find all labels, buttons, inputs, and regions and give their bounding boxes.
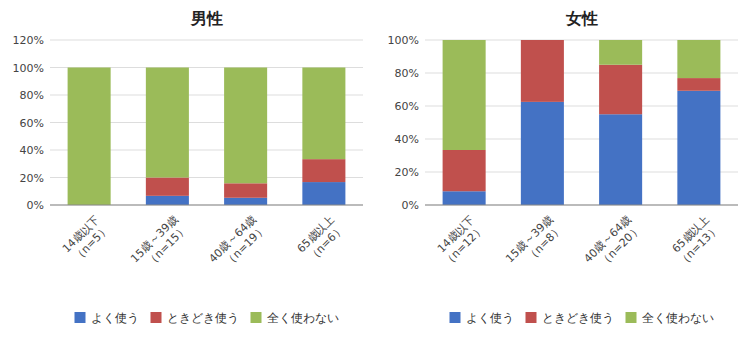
bar-segment	[677, 91, 720, 205]
y-tick-label: 120%	[13, 34, 44, 47]
bar-segment	[599, 65, 642, 115]
x-axis-line	[425, 205, 738, 206]
bar-segment	[443, 150, 486, 191]
y-tick-label: 20%	[395, 166, 419, 179]
bar-segment	[521, 40, 564, 41]
bar-segment	[443, 191, 486, 205]
chart-canvas: 男性 0% 20% 40% 60% 80% 100% 120% 14歳以下（n=5） 15歳～39…	[0, 0, 750, 342]
y-tick-label: 20%	[20, 172, 44, 185]
y-tick-label: 0%	[27, 199, 44, 212]
y-tick-label: 60%	[395, 100, 419, 113]
y-tick-label: 80%	[395, 67, 419, 80]
legend-label: 全く使わない	[642, 311, 714, 325]
bar-segment	[68, 68, 111, 206]
x-axis-line	[50, 205, 363, 206]
x-tick-label: 65歳以上（n=6）	[295, 213, 347, 265]
y-tick-label: 80%	[20, 89, 44, 102]
x-tick-label: 65歳以上（n=13）	[666, 213, 722, 269]
bar-segment	[146, 178, 189, 196]
grid-line	[425, 205, 738, 206]
legend-swatch	[626, 312, 637, 323]
panel: 女性 0% 20% 40% 60% 80% 100% 14歳以下（n=12） 15歳～39歳（n…	[388, 9, 738, 325]
bar-segment	[677, 40, 720, 78]
bar-segment	[521, 102, 564, 205]
legend-swatch	[526, 312, 537, 323]
legend-swatch	[75, 312, 86, 323]
legend: よく使う ときどき使う 全く使わない	[450, 311, 714, 325]
bar-segment	[521, 40, 564, 102]
x-tick-label: 14歳以下（n=5）	[60, 213, 112, 265]
y-tick-label: 40%	[395, 133, 419, 146]
legend-swatch	[251, 312, 262, 323]
grid-line	[50, 40, 363, 41]
x-tick-label: 40歳～64歳（n=19）	[206, 213, 268, 275]
bar-segment	[599, 114, 642, 205]
legend-label: 全く使わない	[267, 311, 339, 325]
chart-title: 女性	[565, 9, 598, 28]
bar-segment	[224, 198, 267, 205]
bar-segment	[146, 196, 189, 205]
panel: 男性 0% 20% 40% 60% 80% 100% 120% 14歳以下（n=5） 15歳～39…	[13, 9, 363, 325]
x-tick-label: 40歳～64歳（n=20）	[581, 213, 643, 275]
bar-segment	[599, 40, 642, 65]
bar-segment	[677, 78, 720, 91]
legend-label: よく使う	[466, 311, 514, 325]
y-tick-label: 100%	[388, 34, 419, 47]
bar-segment	[224, 68, 267, 184]
bars	[68, 67, 346, 205]
legend-label: ときどき使う	[167, 311, 239, 325]
bar-segment	[302, 182, 345, 205]
y-tick-label: 40%	[20, 144, 44, 157]
legend-swatch	[450, 312, 461, 323]
chart-title: 男性	[190, 9, 223, 28]
legend-swatch	[151, 312, 162, 323]
bar-segment	[146, 68, 189, 178]
bar-segment	[443, 40, 486, 150]
y-tick-label: 60%	[20, 117, 44, 130]
x-tick-label: 15歳～39歳（n=8）	[503, 213, 565, 275]
legend-label: ときどき使う	[542, 311, 614, 325]
legend: よく使う ときどき使う 全く使わない	[75, 311, 339, 325]
bar-segment	[302, 67, 345, 159]
grid-line	[50, 205, 363, 206]
x-tick-label: 14歳以下（n=12）	[431, 213, 487, 269]
x-tick-label: 15歳～39歳（n=15）	[128, 213, 190, 275]
legend-label: よく使う	[91, 311, 139, 325]
y-tick-label: 100%	[13, 62, 44, 75]
y-tick-label: 0%	[402, 199, 419, 212]
bar-segment	[224, 183, 267, 197]
bars	[443, 40, 721, 205]
bar-segment	[302, 159, 345, 182]
